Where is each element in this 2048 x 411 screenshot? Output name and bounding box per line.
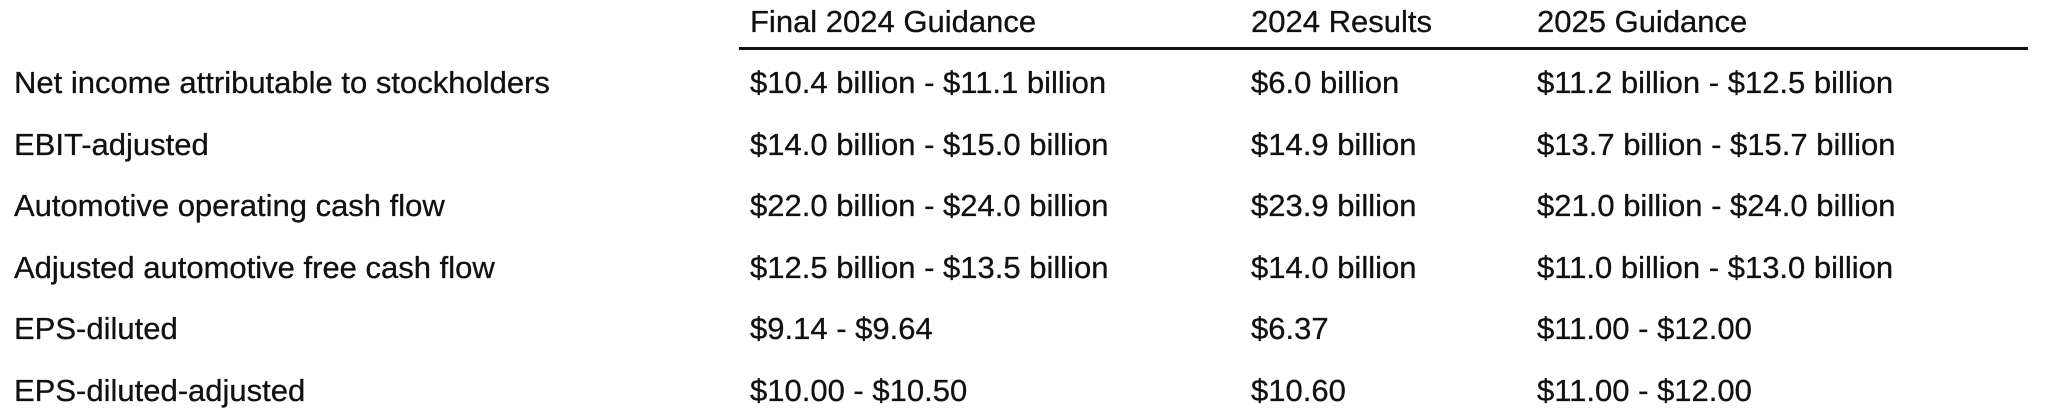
column-header: Final 2024 Guidance	[750, 4, 1037, 39]
table-cell: $14.0 billion	[1251, 249, 1417, 285]
table-cell: $23.9 billion	[1251, 188, 1417, 224]
table-cell: $14.9 billion	[1251, 126, 1417, 162]
table-cell: $10.4 billion - $11.1 billion	[750, 65, 1107, 100]
column-header: 2025 Guidance	[1537, 4, 1748, 39]
table-cell: $14.0 billion - $15.0 billion	[750, 126, 1109, 162]
table-cell: $10.60	[1251, 373, 1346, 408]
table-cell: $11.0 billion - $13.0 billion	[1537, 249, 1894, 285]
table-cell: $22.0 billion - $24.0 billion	[750, 188, 1109, 224]
table-cell: $11.00 - $12.00	[1537, 373, 1752, 408]
table-cell: $12.5 billion - $13.5 billion	[750, 249, 1109, 285]
table-cell: $9.14 - $9.64	[750, 311, 933, 347]
table-cell: $6.0 billion	[1251, 65, 1400, 100]
row-label: EPS-diluted-adjusted	[14, 373, 306, 408]
row-label: Net income attributable to stockholders	[14, 65, 550, 100]
row-label: EPS-diluted	[14, 311, 178, 347]
row-label: Adjusted automotive free cash flow	[14, 249, 495, 285]
table-cell: $11.2 billion - $12.5 billion	[1537, 65, 1894, 100]
column-header: 2024 Results	[1251, 4, 1432, 39]
row-label: Automotive operating cash flow	[14, 188, 445, 224]
table-cell: $6.37	[1251, 311, 1329, 347]
table-cell: $11.00 - $12.00	[1537, 311, 1752, 347]
table-cell: $21.0 billion - $24.0 billion	[1537, 188, 1896, 224]
row-label: EBIT-adjusted	[14, 126, 209, 162]
table-cell: $13.7 billion - $15.7 billion	[1537, 126, 1896, 162]
table-cell: $10.00 - $10.50	[750, 373, 968, 408]
header-rule	[739, 47, 2028, 50]
